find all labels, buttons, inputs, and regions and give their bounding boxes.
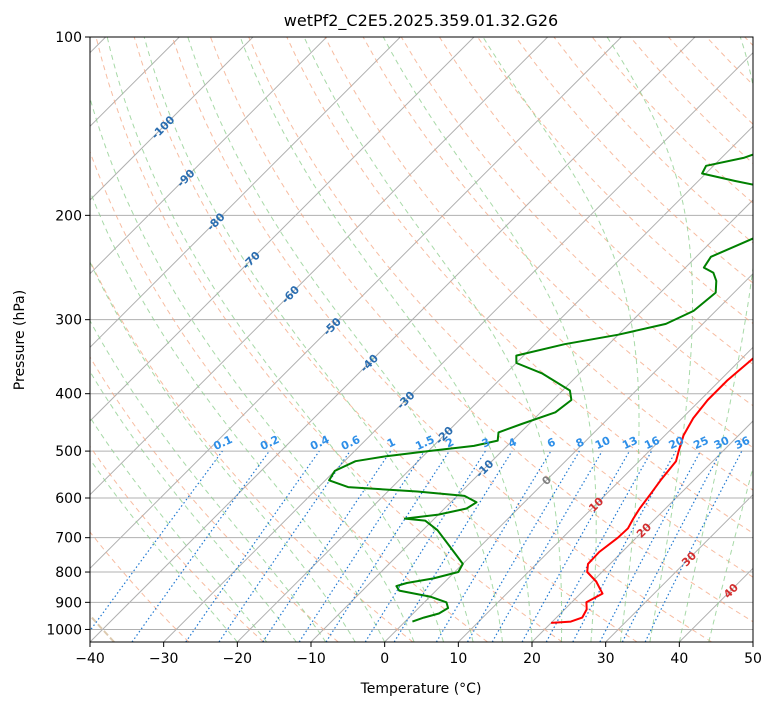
y-tick-label: 200 — [55, 208, 82, 224]
dry-adiabat-line — [515, 37, 753, 284]
y-tick-label: 700 — [55, 531, 82, 547]
mixing-ratio-line — [393, 450, 513, 642]
dewpoint-profile-line — [328, 153, 753, 623]
y-axis-label: Pressure (hPa) — [12, 290, 28, 390]
dry-adiabat-line — [171, 37, 712, 642]
dry-adiabat-line — [438, 37, 753, 366]
moist-adiabat-line — [90, 416, 268, 642]
x-tick-label: 40 — [670, 651, 688, 667]
dry-adiabat-line — [90, 531, 190, 642]
mixing-ratio-label: 20 — [667, 434, 687, 452]
mixing-ratio-label: 36 — [733, 434, 753, 452]
x-tick-label: 10 — [449, 651, 467, 667]
isotherm-line — [90, 37, 622, 570]
chart-title: wetPf2_C2E5.2025.359.01.32.G26 — [284, 11, 558, 31]
isotherm-line — [90, 37, 401, 349]
x-tick-label: 20 — [523, 651, 541, 667]
moist-adiabat-line — [90, 319, 327, 642]
isotherm-line — [236, 125, 753, 642]
isotherm-line — [384, 272, 753, 642]
x-tick-label: −40 — [75, 651, 105, 667]
dry-adiabat-line — [90, 259, 414, 642]
dry-adiabat-line — [400, 37, 753, 407]
isotherm-line — [90, 37, 549, 496]
y-tick-label: 100 — [55, 30, 82, 46]
mixing-ratio-line — [131, 450, 270, 642]
mixing-ratio-line — [644, 450, 743, 642]
mixing-ratio-line — [572, 450, 677, 642]
x-tick-label: −30 — [149, 651, 179, 667]
moist-adiabat-line — [303, 37, 563, 642]
y-tick-label: 900 — [55, 595, 82, 611]
isotherm-line — [90, 37, 254, 201]
y-tick-label: 500 — [55, 444, 82, 460]
y-tick-label: 800 — [55, 565, 82, 581]
moist-adiabat-line — [239, 37, 533, 642]
dry-adiabat-line — [133, 37, 638, 642]
x-axis-label: Temperature (°C) — [360, 681, 482, 697]
moist-adiabat-line — [482, 37, 640, 642]
dry-adiabat-line — [95, 37, 563, 642]
moist-adiabat-line — [90, 189, 386, 642]
temperature-profile-line — [551, 357, 753, 624]
moist-adiabat-line — [90, 458, 238, 642]
data-layer — [328, 153, 753, 624]
mixing-ratio-label: 13 — [620, 434, 639, 452]
plot-background — [90, 37, 753, 642]
isotherm-line — [90, 37, 475, 422]
isotherm-line — [90, 37, 328, 275]
dry-adiabat-line — [248, 37, 753, 578]
moist-adiabat-line — [90, 370, 297, 642]
dry-adiabat-line — [286, 37, 753, 534]
mixing-ratio-label: 30 — [712, 434, 732, 452]
mixing-ratio-line — [298, 450, 425, 642]
moist-adiabat-line — [606, 37, 693, 642]
grid-layer — [90, 37, 753, 642]
dry-adiabat-line — [90, 445, 264, 642]
mixing-ratio-label: 10 — [593, 434, 613, 452]
moist-adiabat-line — [382, 37, 597, 642]
mixing-ratio-line — [262, 450, 392, 642]
isotherm-line — [90, 37, 696, 642]
mixing-ratio-line — [325, 450, 450, 642]
moist-adiabat-line — [90, 260, 356, 642]
x-tick-label: 0 — [380, 651, 389, 667]
isotherm-line — [531, 420, 753, 642]
y-tick-label: 600 — [55, 491, 82, 507]
x-tick-label: 30 — [597, 651, 615, 667]
moist-adiabat-line — [90, 96, 415, 642]
mixing-ratio-line — [185, 450, 320, 642]
x-tick-label: 50 — [744, 651, 762, 667]
plot-frame — [89, 36, 754, 643]
mixing-ratio-line — [218, 450, 351, 642]
mixing-ratio-label: 16 — [642, 434, 662, 452]
isotherm-line — [457, 346, 753, 642]
isotherm-line — [605, 493, 753, 642]
mixing-ratio-line — [521, 450, 631, 642]
dry-adiabat-line — [210, 37, 753, 623]
mixing-ratio-label: 25 — [691, 434, 710, 452]
y-tick-label: 300 — [55, 313, 82, 329]
dry-adiabat-line — [90, 150, 488, 642]
tick-layer: −40 −30 −20 −10 0 10 20 30 40 50 100 200 300 400 500 60… — [46, 30, 762, 667]
isotherm-line — [163, 51, 753, 642]
mixing-ratio-line — [90, 450, 223, 632]
moist-adiabat-line — [143, 37, 474, 642]
x-tick-label: −20 — [223, 651, 253, 667]
dry-adiabat-line — [90, 356, 339, 642]
y-tick-label: 1000 — [46, 622, 82, 638]
moist-adiabat-line — [187, 37, 503, 642]
y-tick-label: 400 — [55, 387, 82, 403]
x-tick-label: −10 — [296, 651, 326, 667]
